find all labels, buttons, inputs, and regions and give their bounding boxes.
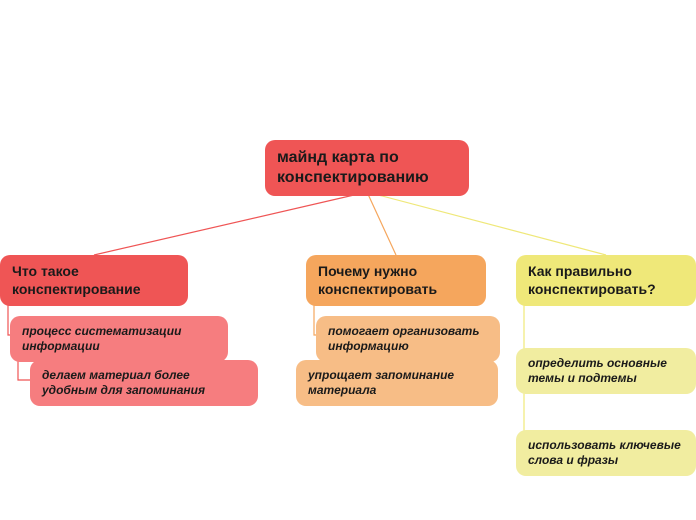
- node-b1: Что такое конспектирование: [0, 255, 188, 306]
- node-b3: Как правильно конспектировать?: [516, 255, 696, 306]
- node-root: майнд карта по конспектированию: [265, 140, 469, 196]
- node-b1c1: процесс систематизации информации: [10, 316, 228, 362]
- mindmap-canvas: майнд карта по конспектированию Что такое…: [0, 0, 696, 520]
- edge-root-b1: [94, 192, 367, 255]
- edge-root-b2: [367, 192, 396, 255]
- node-b3c2: использовать ключевые слова и фразы: [516, 430, 696, 476]
- edge-root-b3: [367, 192, 606, 255]
- node-b1c2: делаем материал более удобным для запоми…: [30, 360, 258, 406]
- node-b2: Почему нужно конспектировать: [306, 255, 486, 306]
- node-b2c1: помогает организовать информацию: [316, 316, 500, 362]
- node-b2c2: упрощает запоминание материала: [296, 360, 498, 406]
- node-b3c1: определить основные темы и подтемы: [516, 348, 696, 394]
